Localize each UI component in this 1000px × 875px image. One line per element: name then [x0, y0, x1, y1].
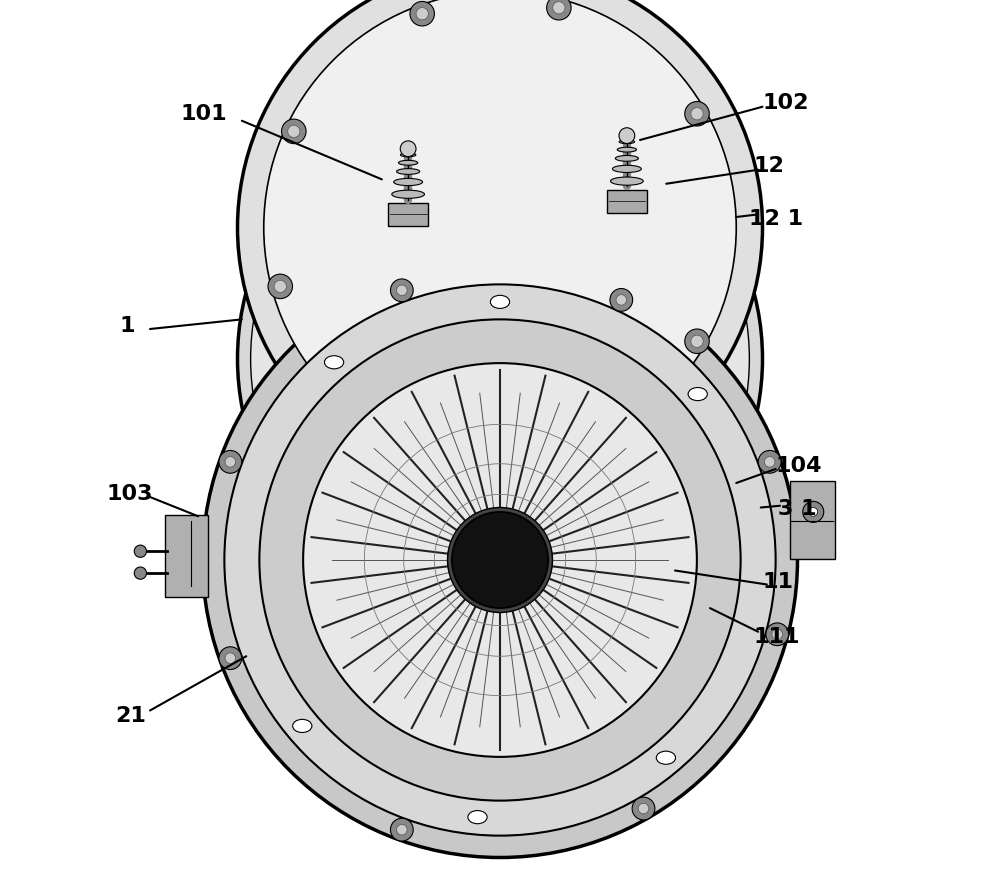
Circle shape: [400, 141, 416, 157]
Circle shape: [380, 418, 392, 430]
Circle shape: [638, 803, 649, 814]
Text: 12 1: 12 1: [749, 209, 804, 228]
Text: 111: 111: [754, 627, 800, 647]
Ellipse shape: [615, 156, 638, 161]
Circle shape: [251, 109, 749, 608]
Circle shape: [685, 102, 709, 126]
Circle shape: [224, 284, 776, 836]
Circle shape: [397, 824, 407, 835]
Circle shape: [219, 451, 242, 473]
Circle shape: [610, 289, 633, 312]
Circle shape: [766, 623, 789, 646]
Text: 11: 11: [763, 572, 794, 592]
Circle shape: [264, 0, 736, 464]
Circle shape: [632, 797, 655, 820]
Ellipse shape: [617, 147, 637, 152]
Text: 21: 21: [115, 706, 146, 725]
Circle shape: [238, 96, 763, 621]
Circle shape: [390, 818, 413, 841]
Circle shape: [691, 335, 703, 347]
Circle shape: [134, 567, 146, 579]
Text: 1: 1: [119, 316, 135, 335]
Text: 102: 102: [763, 94, 809, 113]
Circle shape: [809, 507, 818, 516]
Circle shape: [134, 545, 146, 557]
Ellipse shape: [394, 178, 423, 186]
Circle shape: [374, 412, 398, 437]
Circle shape: [758, 451, 781, 473]
FancyBboxPatch shape: [388, 203, 428, 226]
Circle shape: [452, 512, 548, 608]
Circle shape: [764, 457, 775, 467]
Ellipse shape: [656, 751, 676, 764]
Circle shape: [691, 108, 703, 120]
Circle shape: [274, 280, 286, 292]
Ellipse shape: [612, 165, 641, 172]
Circle shape: [616, 295, 627, 305]
Circle shape: [259, 319, 741, 801]
Circle shape: [448, 507, 552, 612]
Ellipse shape: [324, 356, 344, 369]
Ellipse shape: [490, 295, 510, 308]
Circle shape: [553, 2, 565, 14]
Circle shape: [219, 647, 242, 669]
Ellipse shape: [293, 719, 312, 732]
Circle shape: [390, 279, 413, 302]
Text: 12: 12: [754, 157, 785, 176]
Text: 104: 104: [776, 456, 822, 475]
Circle shape: [303, 363, 697, 757]
Circle shape: [397, 285, 407, 296]
Ellipse shape: [400, 153, 416, 157]
Circle shape: [619, 128, 635, 144]
Circle shape: [416, 8, 428, 20]
Circle shape: [225, 457, 236, 467]
Circle shape: [803, 501, 824, 522]
Text: 101: 101: [181, 104, 227, 123]
Ellipse shape: [397, 169, 420, 174]
Circle shape: [685, 329, 709, 354]
Circle shape: [590, 428, 602, 440]
Circle shape: [410, 2, 434, 26]
Ellipse shape: [688, 388, 707, 401]
Ellipse shape: [398, 160, 418, 165]
Circle shape: [547, 0, 571, 20]
Circle shape: [238, 0, 763, 490]
Circle shape: [225, 653, 236, 663]
Text: 3 1: 3 1: [778, 500, 817, 519]
Circle shape: [268, 274, 293, 298]
Circle shape: [282, 119, 306, 144]
Circle shape: [772, 629, 782, 640]
FancyBboxPatch shape: [607, 190, 647, 213]
Ellipse shape: [392, 190, 424, 199]
Ellipse shape: [468, 810, 487, 823]
Text: 103: 103: [106, 485, 153, 504]
Circle shape: [584, 422, 608, 446]
FancyBboxPatch shape: [790, 481, 835, 559]
Ellipse shape: [611, 177, 643, 185]
FancyBboxPatch shape: [165, 514, 208, 597]
Circle shape: [288, 125, 300, 137]
Circle shape: [202, 262, 798, 858]
Ellipse shape: [619, 140, 635, 144]
